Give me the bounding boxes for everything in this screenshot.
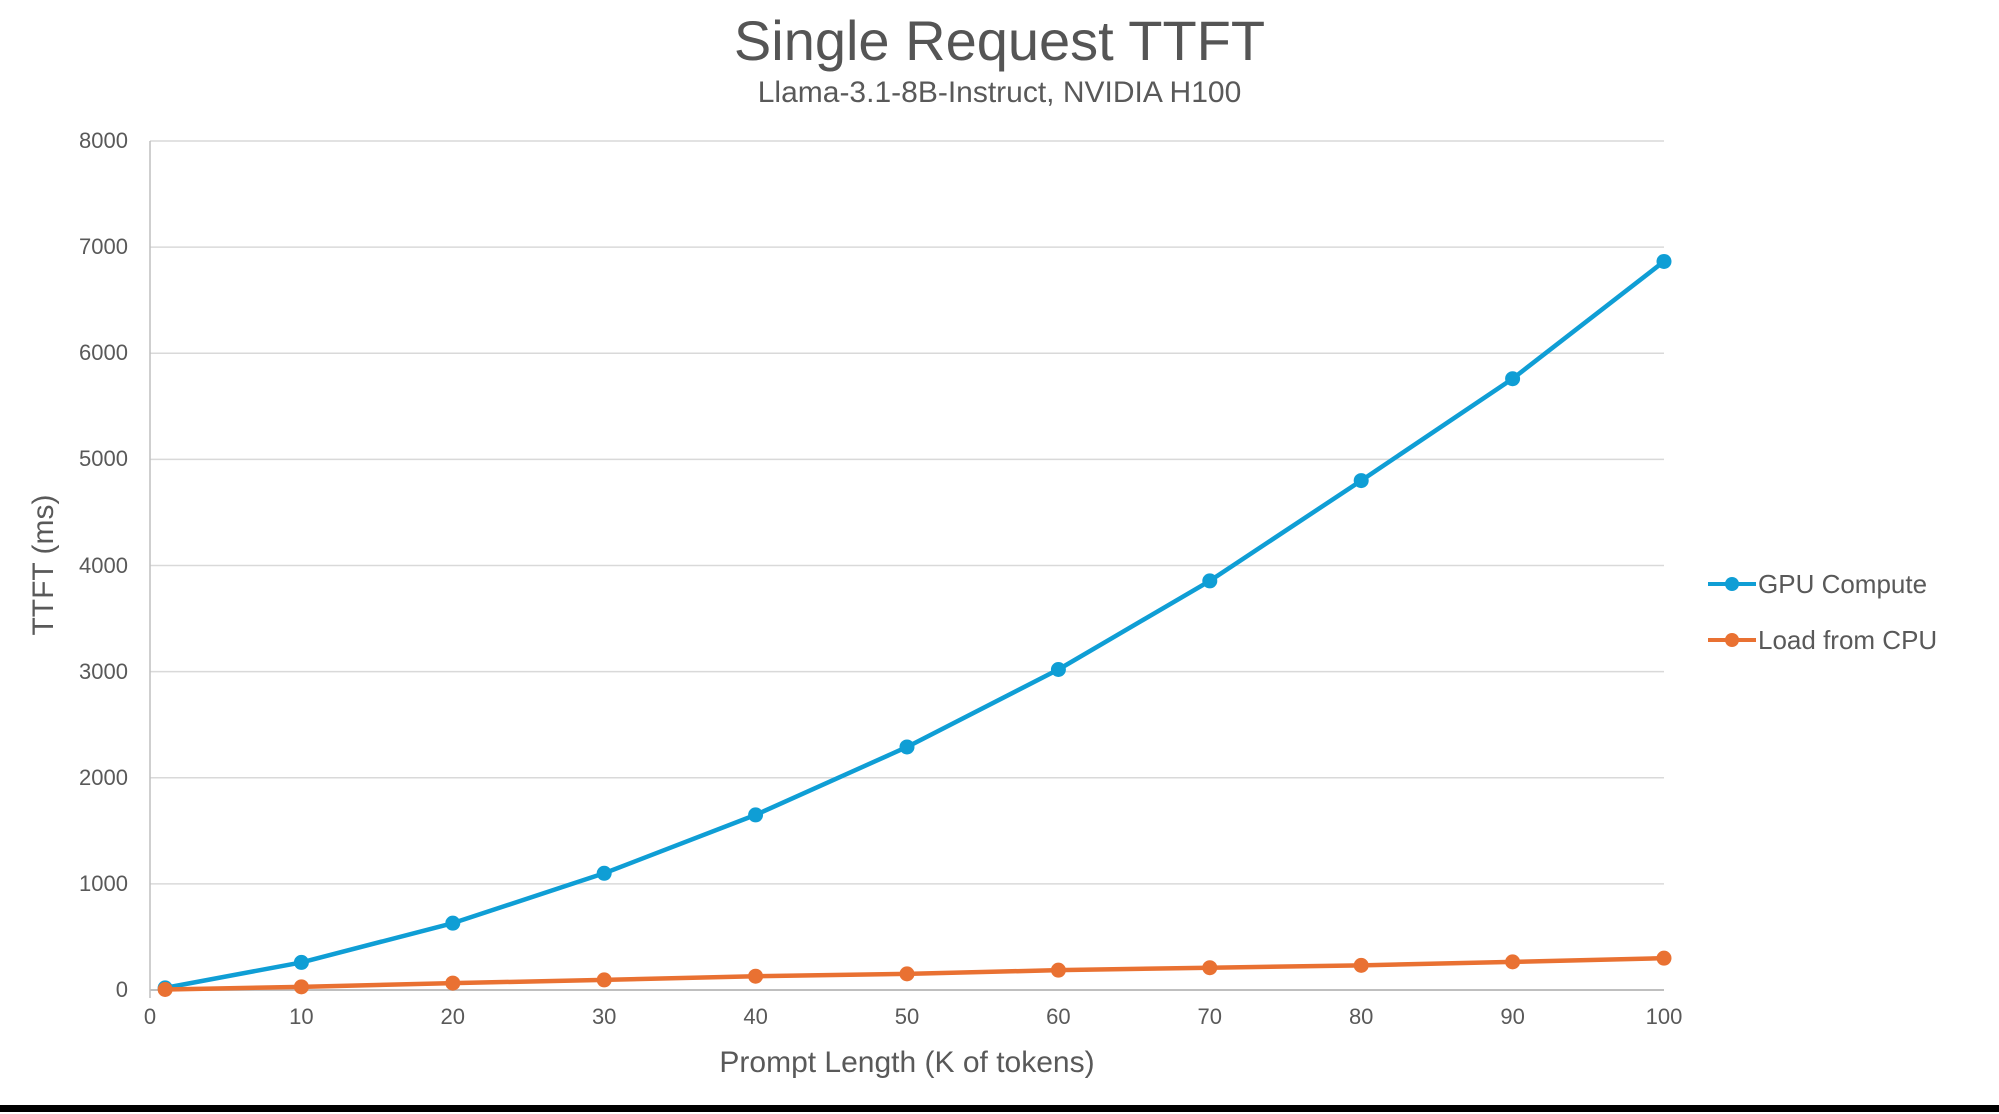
- x-tick-label: 80: [1348, 1004, 1374, 1029]
- data-point-load-from-cpu: [157, 981, 173, 997]
- x-axis-title: Prompt Length (K of tokens): [719, 1046, 1095, 1079]
- x-tick-label: 50: [894, 1004, 920, 1029]
- y-tick-label: 4000: [79, 552, 128, 578]
- data-point-load-from-cpu: [293, 979, 309, 995]
- y-tick-label: 1000: [79, 870, 128, 896]
- data-point-load-from-cpu: [1202, 960, 1218, 976]
- legend: GPU Compute Load from CPU: [1708, 566, 1937, 678]
- series-line-gpu-compute: [162, 259, 1667, 991]
- data-point-load-from-cpu: [748, 968, 764, 984]
- legend-label: GPU Compute: [1758, 568, 1928, 599]
- x-tick-label: 40: [743, 1004, 768, 1029]
- y-tick-label: 0: [115, 977, 128, 1002]
- data-point-gpu-compute: [1050, 662, 1066, 678]
- data-point-gpu-compute: [1656, 253, 1672, 269]
- x-tick-label: 90: [1500, 1004, 1525, 1029]
- data-point-load-from-cpu: [899, 966, 915, 982]
- data-point-gpu-compute: [596, 865, 612, 881]
- data-point-load-from-cpu: [1505, 954, 1521, 970]
- data-point-gpu-compute: [899, 739, 915, 755]
- x-tick-label: 10: [289, 1004, 314, 1029]
- data-point-load-from-cpu: [1656, 950, 1672, 966]
- data-point-gpu-compute: [1353, 473, 1369, 489]
- legend-line-marker-icon: [1708, 633, 1756, 647]
- y-tick-label: 2000: [79, 764, 128, 790]
- x-tick-label: 0: [143, 1004, 157, 1029]
- x-tick-label: 30: [591, 1004, 617, 1029]
- data-point-load-from-cpu: [1353, 957, 1369, 973]
- data-point-gpu-compute: [1202, 573, 1218, 589]
- legend-item-load-from-cpu: Load from CPU: [1708, 622, 1937, 658]
- x-tick-label: 20: [440, 1004, 466, 1029]
- y-tick-label: 6000: [79, 340, 128, 366]
- y-tick-label: 3000: [79, 658, 128, 684]
- bottom-window-edge: [0, 1105, 1999, 1112]
- data-point-load-from-cpu: [445, 975, 461, 991]
- data-point-load-from-cpu: [1050, 962, 1066, 978]
- chart-title: Single Request TTFT: [733, 9, 1266, 72]
- y-tick-label: 8000: [79, 128, 128, 153]
- data-point-gpu-compute: [445, 915, 461, 931]
- data-point-gpu-compute: [293, 954, 309, 970]
- legend-item-gpu-compute: GPU Compute: [1708, 566, 1937, 602]
- series-line-load-from-cpu: [162, 955, 1667, 992]
- data-point-gpu-compute: [1505, 371, 1521, 387]
- data-point-gpu-compute: [748, 807, 764, 823]
- x-tick-label: 60: [1046, 1004, 1071, 1029]
- y-tick-label: 5000: [79, 446, 128, 472]
- legend-label: Load from CPU: [1758, 624, 1938, 655]
- x-tick-label: 100: [1645, 1004, 1683, 1029]
- y-tick-label: 7000: [79, 234, 128, 260]
- chart-subtitle: Llama-3.1-8B-Instruct, NVIDIA H100: [757, 76, 1242, 109]
- y-axis-title: TTFT (ms): [27, 494, 60, 636]
- x-tick-label: 70: [1197, 1004, 1223, 1029]
- legend-line-marker-icon: [1708, 577, 1756, 591]
- data-point-load-from-cpu: [596, 972, 612, 988]
